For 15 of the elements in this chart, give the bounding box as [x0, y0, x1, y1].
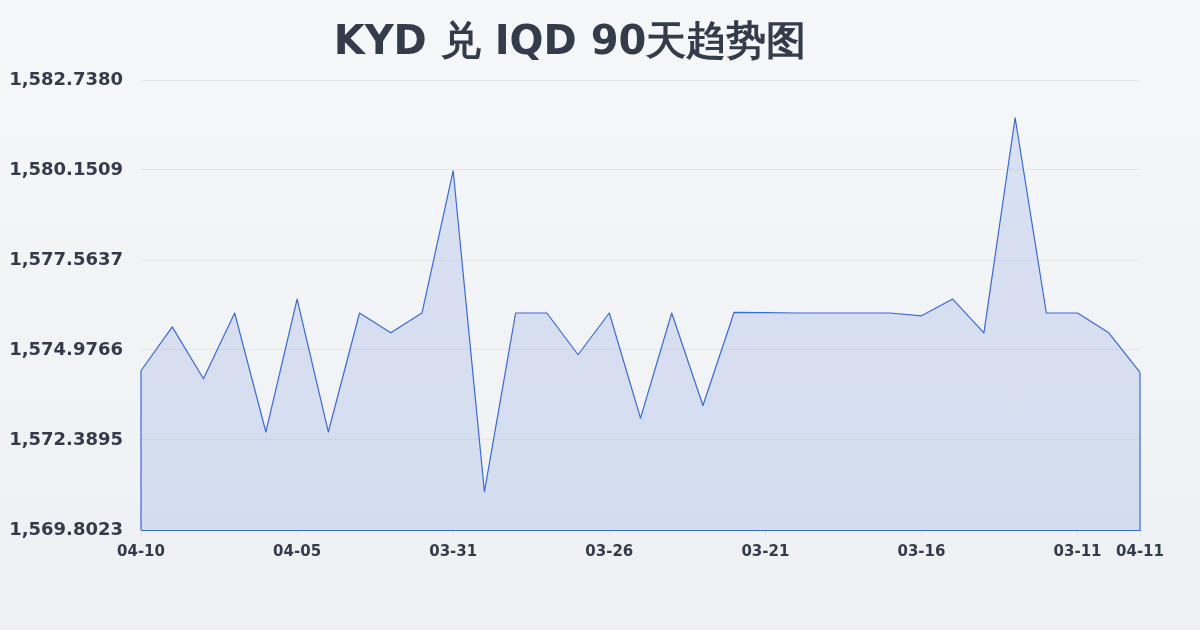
y-tick-label: 1,569.8023: [9, 517, 123, 539]
x-tick-label: 03-11: [1053, 541, 1102, 560]
x-tick-label: 04-10: [117, 541, 165, 560]
x-tick-label: 04-11: [1116, 541, 1164, 560]
y-tick-label: 1,577.5637: [9, 247, 123, 269]
x-tick-label: 03-16: [897, 541, 946, 560]
y-tick-label: 1,580.1509: [9, 157, 123, 179]
x-tick-label: 03-31: [429, 541, 478, 560]
y-tick-label: 1,574.9766: [9, 337, 123, 359]
x-tick-label: 03-26: [585, 541, 634, 560]
x-tick-label: 03-21: [741, 541, 790, 560]
y-tick-label: 1,572.3895: [9, 427, 123, 449]
y-tick-label: 1,582.7380: [9, 67, 123, 89]
chart-title: KYD 兑 IQD 90天趋势图: [333, 17, 807, 64]
x-tick-label: 04-05: [273, 541, 322, 560]
